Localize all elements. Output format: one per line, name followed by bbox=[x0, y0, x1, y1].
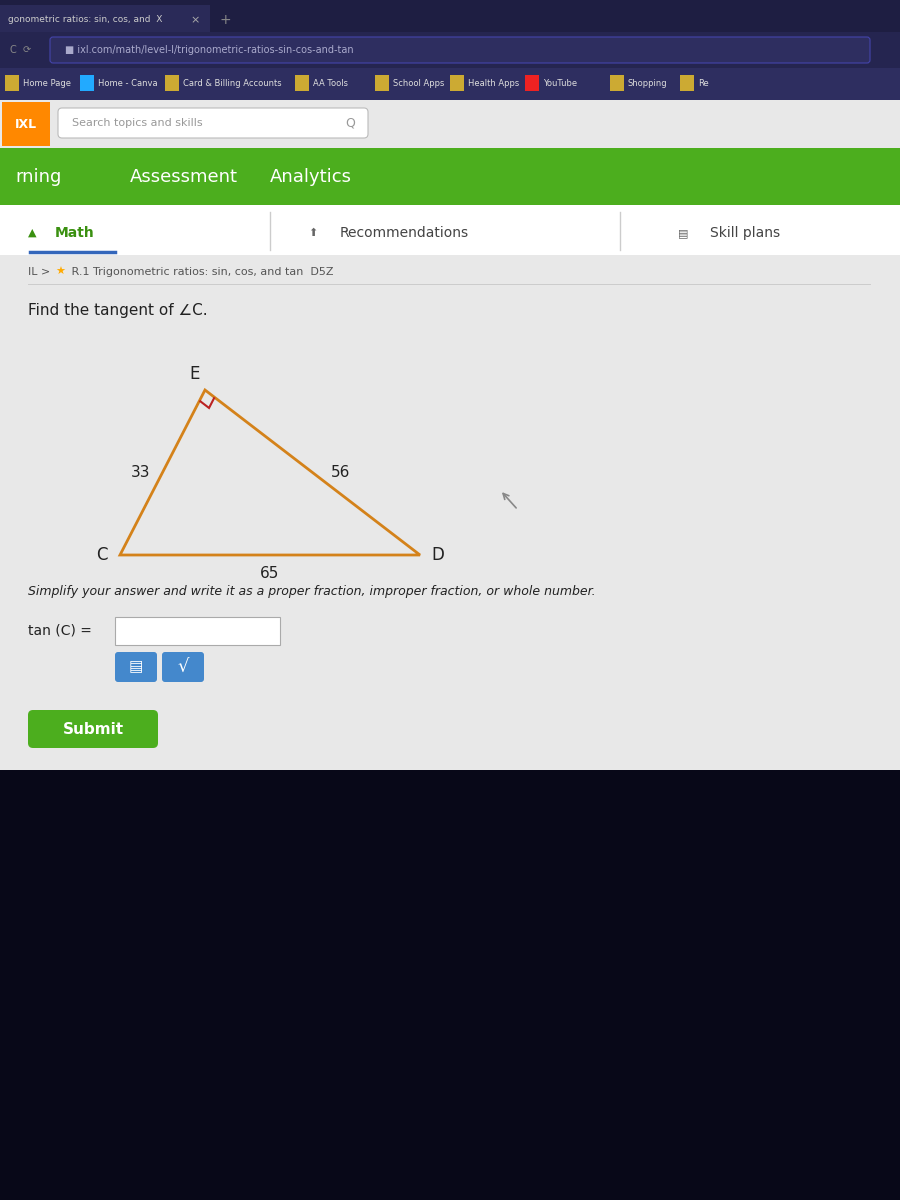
FancyBboxPatch shape bbox=[28, 710, 158, 748]
Text: Recommendations: Recommendations bbox=[340, 226, 469, 240]
Text: ▲: ▲ bbox=[28, 228, 37, 238]
Text: Skill plans: Skill plans bbox=[710, 226, 780, 240]
Text: Shopping: Shopping bbox=[628, 79, 668, 89]
FancyBboxPatch shape bbox=[165, 74, 179, 91]
Text: YouTube: YouTube bbox=[543, 79, 577, 89]
FancyBboxPatch shape bbox=[2, 102, 50, 146]
Text: School Apps: School Apps bbox=[393, 79, 445, 89]
Text: tan (C) =: tan (C) = bbox=[28, 623, 92, 637]
FancyBboxPatch shape bbox=[0, 205, 900, 770]
Text: √: √ bbox=[177, 658, 189, 676]
FancyBboxPatch shape bbox=[0, 5, 210, 32]
Text: C  ⟳: C ⟳ bbox=[10, 44, 32, 55]
FancyBboxPatch shape bbox=[0, 205, 900, 254]
Text: Card & Billing Accounts: Card & Billing Accounts bbox=[183, 79, 282, 89]
FancyBboxPatch shape bbox=[115, 652, 157, 682]
FancyBboxPatch shape bbox=[0, 148, 900, 205]
FancyBboxPatch shape bbox=[58, 108, 368, 138]
Text: ★: ★ bbox=[55, 266, 65, 277]
Text: C: C bbox=[96, 546, 108, 564]
Text: Q: Q bbox=[345, 116, 355, 130]
Text: 65: 65 bbox=[260, 565, 280, 581]
Text: gonometric ratios: sin, cos, and  X: gonometric ratios: sin, cos, and X bbox=[8, 16, 162, 24]
Text: ▤: ▤ bbox=[129, 660, 143, 674]
Text: rning: rning bbox=[15, 168, 61, 186]
Text: D: D bbox=[432, 546, 445, 564]
Text: E: E bbox=[190, 365, 200, 383]
FancyBboxPatch shape bbox=[115, 617, 280, 646]
Text: Analytics: Analytics bbox=[270, 168, 352, 186]
FancyBboxPatch shape bbox=[0, 100, 900, 148]
FancyBboxPatch shape bbox=[0, 0, 900, 32]
Text: ⬆: ⬆ bbox=[308, 228, 318, 238]
FancyBboxPatch shape bbox=[5, 74, 19, 91]
FancyBboxPatch shape bbox=[0, 770, 900, 1200]
Text: ▤: ▤ bbox=[678, 228, 688, 238]
Text: Home Page: Home Page bbox=[23, 79, 71, 89]
Text: 33: 33 bbox=[130, 464, 150, 480]
Text: R.1 Trigonometric ratios: sin, cos, and tan  D5Z: R.1 Trigonometric ratios: sin, cos, and … bbox=[68, 266, 334, 277]
FancyBboxPatch shape bbox=[80, 74, 94, 91]
FancyBboxPatch shape bbox=[680, 74, 694, 91]
Text: Math: Math bbox=[55, 226, 94, 240]
FancyBboxPatch shape bbox=[0, 68, 900, 100]
Text: Health Apps: Health Apps bbox=[468, 79, 519, 89]
Text: Re: Re bbox=[698, 79, 709, 89]
FancyBboxPatch shape bbox=[50, 37, 870, 62]
FancyBboxPatch shape bbox=[0, 32, 900, 68]
Text: Assessment: Assessment bbox=[130, 168, 238, 186]
FancyBboxPatch shape bbox=[375, 74, 389, 91]
FancyBboxPatch shape bbox=[610, 74, 624, 91]
FancyBboxPatch shape bbox=[295, 74, 309, 91]
Text: ■ ixl.com/math/level-l/trigonometric-ratios-sin-cos-and-tan: ■ ixl.com/math/level-l/trigonometric-rat… bbox=[65, 44, 354, 55]
Text: Search topics and skills: Search topics and skills bbox=[72, 118, 203, 128]
Text: Simplify your answer and write it as a proper fraction, improper fraction, or wh: Simplify your answer and write it as a p… bbox=[28, 586, 596, 599]
Text: IXL: IXL bbox=[15, 118, 37, 131]
Text: Home - Canva: Home - Canva bbox=[98, 79, 158, 89]
Text: AA Tools: AA Tools bbox=[313, 79, 348, 89]
Text: Submit: Submit bbox=[62, 721, 123, 737]
FancyBboxPatch shape bbox=[162, 652, 204, 682]
Text: +: + bbox=[220, 13, 230, 26]
FancyBboxPatch shape bbox=[525, 74, 539, 91]
FancyBboxPatch shape bbox=[450, 74, 464, 91]
Text: Find the tangent of ∠C.: Find the tangent of ∠C. bbox=[28, 302, 208, 318]
Text: ×: × bbox=[190, 14, 200, 25]
Text: 56: 56 bbox=[331, 464, 350, 480]
Text: IL >: IL > bbox=[28, 266, 54, 277]
